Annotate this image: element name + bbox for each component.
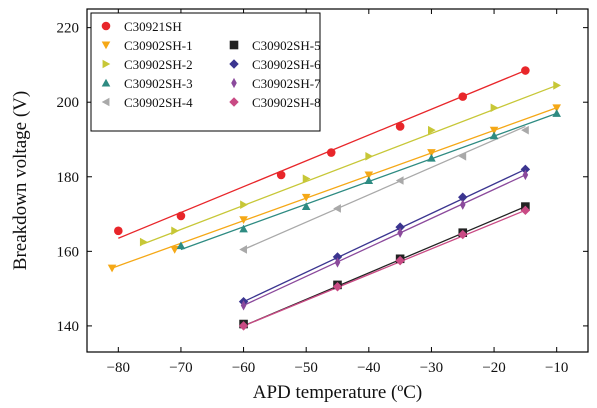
fit-line-8 (243, 174, 526, 306)
legend-marker (101, 41, 111, 50)
legend-label: C30902SH-3 (124, 76, 193, 91)
data-point (239, 216, 248, 224)
y-tick-label: 200 (57, 95, 80, 111)
legend-label: C30902SH-7 (252, 76, 321, 91)
y-tick-label: 180 (57, 170, 80, 186)
fit-line-1 (118, 69, 526, 239)
data-point (395, 222, 405, 232)
data-point (107, 264, 117, 273)
data-point (240, 200, 248, 210)
x-axis-title: APD temperature (ºC) (253, 382, 422, 403)
x-tick-label: −40 (357, 360, 380, 376)
data-point (397, 227, 403, 238)
data-point (427, 149, 436, 157)
legend-marker (229, 59, 239, 69)
fit-line-7 (243, 168, 526, 303)
data-point (427, 125, 436, 135)
data-point (238, 321, 249, 331)
y-axis-title: Breakdown voltage (V) (10, 91, 31, 270)
data-point (302, 174, 311, 183)
legend: C30921SH C30902SH-1 C30902SH-2 C30902SH-3 C3… (90, 12, 321, 132)
y-tick-label: 220 (57, 21, 80, 37)
legend-marker (229, 40, 239, 50)
data-point (520, 205, 531, 216)
fit-line-5 (243, 125, 526, 251)
x-tick-label: −50 (294, 360, 317, 376)
fit-line-9 (243, 209, 526, 327)
data-point (521, 125, 529, 135)
legend-label: C30902SH-5 (252, 38, 321, 53)
data-point (522, 169, 529, 181)
data-point (553, 81, 561, 90)
data-point (239, 245, 248, 254)
y-tick-label: 140 (57, 319, 80, 335)
data-point (239, 224, 248, 233)
legend-label: C30921SH (124, 19, 182, 34)
data-point (276, 170, 286, 180)
data-point (489, 126, 499, 135)
data-point (240, 300, 247, 311)
legend-label: C30902SH-1 (124, 38, 193, 53)
legend-marker (229, 97, 239, 107)
x-tick-label: −30 (420, 360, 443, 376)
data-point (521, 66, 530, 75)
legend-label: C30902SH-6 (252, 57, 321, 72)
data-point (170, 246, 179, 254)
legend-label: C30902SH-4 (124, 95, 193, 110)
data-point (364, 171, 374, 180)
data-point (365, 151, 374, 161)
data-point (334, 257, 341, 268)
legend-marker (231, 77, 237, 89)
y-axis: 140 160 180 200 220 (57, 21, 588, 335)
legend-label: C30902SH-2 (124, 57, 193, 72)
data-point (333, 204, 341, 213)
data-point (114, 226, 123, 236)
data-point (552, 109, 561, 117)
x-tick-label: −10 (545, 360, 568, 376)
data-point (176, 211, 186, 221)
data-point (490, 103, 499, 113)
legend-marker (101, 78, 111, 87)
data-point (458, 229, 468, 240)
data-point (520, 164, 531, 175)
data-point (427, 153, 436, 162)
legend-marker (101, 97, 110, 107)
legend-marker (102, 59, 111, 69)
data-point (171, 226, 179, 236)
data-point (395, 255, 405, 266)
data-point (395, 122, 405, 131)
data-point (458, 92, 468, 101)
x-tick-label: −20 (482, 360, 505, 376)
data-point (552, 104, 561, 113)
data-point (301, 193, 311, 202)
data-point (459, 199, 466, 210)
legend-label: C30902SH-8 (252, 95, 321, 110)
legend-box (90, 12, 321, 132)
x-axis: −80 −70 −60 −50 −40 −30 −20 −10 (107, 9, 568, 376)
plot-frame (86, 8, 589, 353)
data-point (139, 237, 148, 247)
data-point (458, 192, 468, 203)
x-tick-label: −70 (169, 360, 192, 376)
data-point (332, 252, 343, 262)
fit-line-3 (143, 84, 557, 245)
y-tick-label: 160 (57, 244, 80, 260)
data-points (107, 66, 561, 331)
x-tick-label: −80 (107, 360, 130, 376)
legend-marker (101, 21, 111, 31)
data-point (301, 202, 311, 211)
data-point (176, 241, 186, 250)
x-tick-label: −60 (232, 360, 255, 376)
data-point (326, 148, 336, 157)
data-point (458, 151, 467, 161)
fit-line-2 (111, 107, 557, 269)
data-point (364, 176, 374, 184)
data-point (489, 131, 499, 140)
data-point (332, 282, 343, 292)
data-point (395, 176, 404, 185)
